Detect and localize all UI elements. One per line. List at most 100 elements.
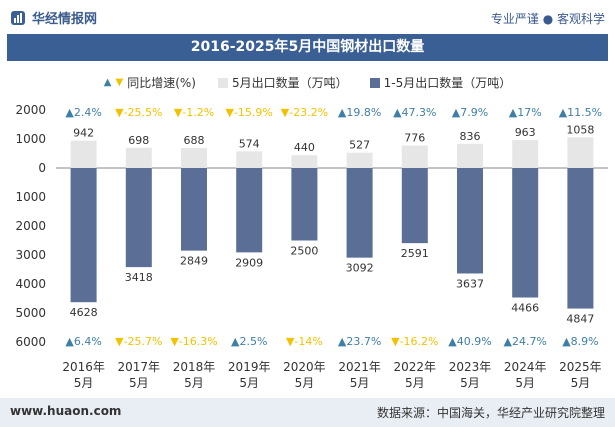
x-tick-label-month: 5月 (350, 376, 370, 390)
may-bar (125, 147, 152, 168)
legend-may-label: 5月出口数量（万吨） (231, 76, 348, 90)
legend-growth: ▲ ▼ 同比增速(%) (104, 74, 196, 91)
may-bar (236, 151, 263, 168)
growth-ytd-label: ▼-16.2% (391, 335, 438, 348)
x-tick-label-year: 2021年 (338, 360, 381, 374)
may-bar (567, 137, 594, 168)
ytd-value-label: 3637 (456, 277, 484, 290)
growth-ytd-label: ▲6.4% (65, 335, 101, 348)
x-tick-label-month: 5月 (571, 376, 591, 390)
ytd-value-label: 2591 (401, 247, 429, 260)
growth-ytd-label: ▲2.5% (231, 335, 267, 348)
triangle-up-icon: ▲ (103, 77, 112, 88)
y-tick-label: 2000 (15, 219, 46, 233)
x-tick-label-year: 2018年 (173, 360, 216, 374)
may-value-label: 527 (349, 139, 370, 152)
y-tick-label: 6000 (15, 335, 46, 349)
growth-ytd-label: ▲8.9% (562, 335, 598, 348)
ytd-bar (457, 168, 483, 274)
footer-url[interactable]: www.huaon.com (10, 404, 122, 418)
growth-ytd-label: ▲23.7% (338, 335, 381, 348)
growth-may-label: ▲47.3% (393, 106, 436, 119)
may-bar (401, 145, 428, 168)
legend-ytd: 1-5月出口数量（万吨） (369, 74, 512, 91)
ytd-bar (291, 168, 318, 241)
bar-chart: 2000 1000 0 1000 2000 3000 4000 5000 6000 942 4628… (15, 103, 608, 390)
may-value-label: 688 (184, 134, 205, 147)
ytd-bar (567, 168, 594, 309)
legend-may-swatch (217, 77, 228, 88)
growth-ytd-label: ▲24.7% (503, 335, 546, 348)
x-tick-label-month: 5月 (295, 376, 315, 390)
may-bar (70, 140, 97, 168)
growth-may-label: ▲19.8% (338, 106, 381, 119)
chart-title: 2016-2025年5月中国钢材出口数量 (7, 34, 608, 61)
ytd-bar (401, 168, 428, 244)
logo-text: 华经情报网 (32, 12, 98, 27)
x-tick-label-year: 2016年 (62, 360, 105, 374)
y-tick-label: 2000 (15, 103, 46, 117)
may-value-label: 776 (404, 131, 425, 144)
x-tick-label-month: 5月 (184, 376, 204, 390)
growth-may-label: ▼-23.2% (281, 106, 328, 119)
footer: www.huaon.com 数据来源：中国海关，华经产业研究院整理 (0, 398, 615, 427)
ytd-value-label: 4628 (70, 306, 98, 319)
x-tick-label-month: 5月 (460, 376, 480, 390)
x-tick-label-month: 5月 (239, 376, 259, 390)
may-value-label: 574 (239, 137, 260, 150)
x-tick-label-year: 2017年 (118, 360, 161, 374)
growth-may-label: ▲7.9% (452, 106, 488, 119)
ytd-bar (512, 168, 539, 298)
may-value-label: 1058 (566, 123, 594, 136)
logo: 华经情报网 (10, 8, 97, 27)
may-bar (346, 152, 373, 168)
growth-ytd-label: ▼-16.3% (170, 335, 217, 348)
legend-ytd-swatch (369, 77, 380, 88)
ytd-value-label: 2909 (235, 256, 263, 269)
ytd-bar (125, 168, 152, 268)
may-value-label: 836 (460, 130, 481, 143)
legend-may: 5月出口数量（万吨） (217, 74, 348, 91)
legend: ▲ ▼ 同比增速(%) 5月出口数量（万吨） 1-5月出口数量（万吨） (0, 74, 615, 91)
growth-may-label: ▲11.5% (559, 106, 602, 119)
ytd-bar (346, 168, 373, 258)
x-tick-label-month: 5月 (129, 376, 149, 390)
ytd-bar (181, 168, 207, 251)
triangle-down-icon: ▼ (115, 77, 124, 88)
ytd-value-label: 4466 (511, 302, 539, 315)
growth-may-label: ▼-15.9% (226, 106, 273, 119)
y-tick-label: 5000 (15, 306, 46, 320)
growth-ytd-label: ▲40.9% (448, 335, 491, 348)
y-tick-label: 1000 (15, 132, 46, 146)
growth-may-label: ▲2.4% (65, 106, 101, 119)
x-tick-label-month: 5月 (515, 376, 535, 390)
y-tick-label: 0 (38, 161, 46, 175)
x-tick-label-month: 5月 (405, 376, 425, 390)
y-tick-label: 3000 (15, 248, 46, 262)
ytd-value-label: 3092 (346, 262, 374, 275)
x-tick-label-year: 2022年 (394, 360, 437, 374)
growth-ytd-label: ▼-14% (286, 335, 323, 348)
x-tick-label-month: 5月 (74, 376, 94, 390)
ytd-bar (236, 168, 263, 253)
ytd-value-label: 3418 (125, 271, 153, 284)
may-value-label: 963 (515, 126, 536, 139)
may-value-label: 698 (128, 134, 149, 147)
legend-ytd-label: 1-5月出口数量（万吨） (383, 76, 512, 90)
x-tick-label-year: 2023年 (449, 360, 492, 374)
x-tick-label-year: 2025年 (559, 360, 602, 374)
ytd-value-label: 2500 (290, 245, 318, 258)
may-value-label: 440 (294, 141, 315, 154)
y-tick-label: 4000 (15, 277, 46, 291)
top-bar: 华经情报网 专业严谨 ● 客观科学 (0, 0, 615, 34)
may-value-label: 942 (73, 127, 94, 140)
may-bar (457, 143, 483, 168)
x-tick-label-year: 2020年 (283, 360, 326, 374)
growth-ytd-label: ▼-25.7% (115, 335, 162, 348)
growth-may-label: ▼-25.5% (115, 106, 162, 119)
growth-may-label: ▲17% (509, 106, 542, 119)
legend-growth-label: 同比增速(%) (127, 76, 196, 90)
x-tick-label-year: 2024年 (504, 360, 547, 374)
growth-may-label: ▼-1.2% (174, 106, 214, 119)
may-bar (512, 140, 539, 168)
